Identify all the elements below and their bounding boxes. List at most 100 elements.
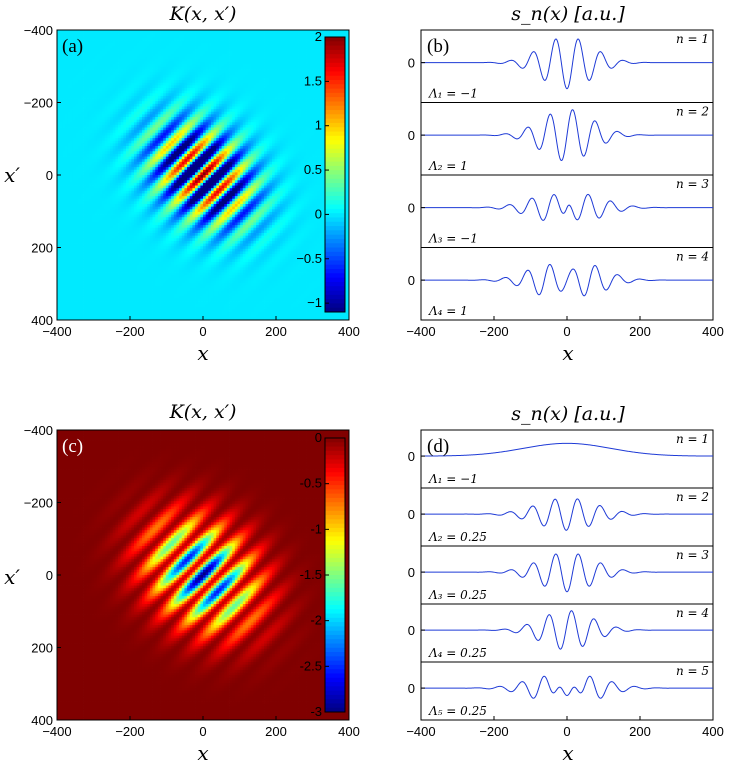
heatmap-cell <box>76 183 79 186</box>
heatmap-cell <box>70 133 73 136</box>
heatmap-cell <box>110 151 113 154</box>
heatmap-cell <box>166 106 169 109</box>
heatmap-cell <box>137 246 140 249</box>
heatmap-cell <box>161 238 164 241</box>
heatmap-cell <box>174 175 177 178</box>
heatmap-cell <box>123 67 126 70</box>
heatmap-cell <box>131 143 134 146</box>
heatmap-cell <box>94 172 97 175</box>
heatmap-cell <box>129 104 132 107</box>
heatmap-cell <box>168 170 171 173</box>
heatmap-cell <box>99 244 102 247</box>
heatmap-cell <box>129 222 132 225</box>
heatmap-cell <box>76 88 79 91</box>
heatmap-cell <box>150 246 153 249</box>
heatmap-cell <box>163 244 166 247</box>
heatmap-cell <box>123 225 126 228</box>
heatmap-cell <box>168 222 171 225</box>
heatmap-cell <box>76 246 79 249</box>
heatmap-cell <box>113 307 116 310</box>
heatmap-cell <box>86 230 89 233</box>
heatmap-cell <box>84 109 87 112</box>
heatmap-cell <box>94 296 97 299</box>
heatmap-cell <box>134 178 137 181</box>
heatmap-cell <box>110 96 113 99</box>
heatmap-cell <box>145 280 148 283</box>
heatmap-cell <box>126 309 129 312</box>
heatmap-cell <box>134 207 137 210</box>
heatmap-cell <box>81 212 84 215</box>
heatmap-cell <box>99 259 102 262</box>
heatmap-cell <box>110 273 113 276</box>
heatmap-cell <box>174 294 177 297</box>
heatmap-cell <box>60 77 63 80</box>
heatmap-cell <box>94 278 97 281</box>
heatmap-cell <box>76 67 79 70</box>
heatmap-cell <box>92 225 95 228</box>
heatmap-cell <box>73 106 76 109</box>
heatmap-cell <box>113 212 116 215</box>
heatmap-cell <box>171 217 174 220</box>
heatmap-cell <box>89 259 92 262</box>
heatmap-cell <box>161 262 164 265</box>
heatmap-cell <box>115 146 118 149</box>
heatmap-cell <box>174 91 177 94</box>
heatmap-cell <box>168 33 171 36</box>
heatmap-cell <box>118 201 121 204</box>
heatmap-cell <box>76 112 79 115</box>
heatmap-cell <box>86 72 89 75</box>
heatmap-cell <box>102 251 105 254</box>
heatmap-cell <box>99 249 102 252</box>
heatmap-cell <box>161 278 164 281</box>
heatmap-cell <box>176 128 179 131</box>
heatmap-cell <box>60 80 63 83</box>
heatmap-cell <box>121 85 124 88</box>
heatmap-cell <box>137 244 140 247</box>
heatmap-cell <box>163 299 166 302</box>
heatmap-cell <box>113 275 116 278</box>
heatmap-cell <box>118 196 121 199</box>
heatmap-cell <box>84 117 87 120</box>
heatmap-cell <box>81 162 84 165</box>
heatmap-cell <box>158 220 161 223</box>
heatmap-cell <box>99 294 102 297</box>
heatmap-cell <box>84 217 87 220</box>
heatmap-cell <box>158 246 161 249</box>
heatmap-cell <box>174 267 177 270</box>
heatmap-cell <box>65 296 68 299</box>
heatmap-cell <box>155 151 158 154</box>
heatmap-cell <box>89 56 92 59</box>
heatmap-cell <box>62 278 65 281</box>
heatmap-cell <box>153 151 156 154</box>
heatmap-cell <box>92 188 95 191</box>
heatmap-cell <box>147 64 150 67</box>
heatmap-cell <box>145 241 148 244</box>
heatmap-cell <box>102 146 105 149</box>
heatmap-cell <box>94 236 97 239</box>
heatmap-cell <box>129 167 132 170</box>
heatmap-cell <box>134 157 137 160</box>
heatmap-cell <box>92 62 95 65</box>
heatmap-cell <box>70 70 73 73</box>
heatmap-cell <box>81 157 84 160</box>
heatmap-cell <box>139 259 142 262</box>
heatmap-cell <box>145 191 148 194</box>
heatmap-cell <box>129 125 132 128</box>
heatmap-cell <box>105 275 108 278</box>
heatmap-cell <box>158 199 161 202</box>
heatmap-cell <box>163 125 166 128</box>
heatmap-cell <box>110 241 113 244</box>
heatmap-cell <box>145 146 148 149</box>
heatmap-cell <box>65 178 68 181</box>
heatmap-cell <box>107 67 110 70</box>
heatmap-cell <box>150 309 153 312</box>
heatmap-cell <box>174 64 177 67</box>
heatmap-cell <box>131 307 134 310</box>
heatmap-cell <box>92 220 95 223</box>
heatmap-cell <box>102 56 105 59</box>
heatmap-cell <box>163 80 166 83</box>
heatmap-cell <box>118 254 121 257</box>
heatmap-cell <box>139 309 142 312</box>
heatmap-cell <box>171 230 174 233</box>
heatmap-cell <box>81 241 84 244</box>
